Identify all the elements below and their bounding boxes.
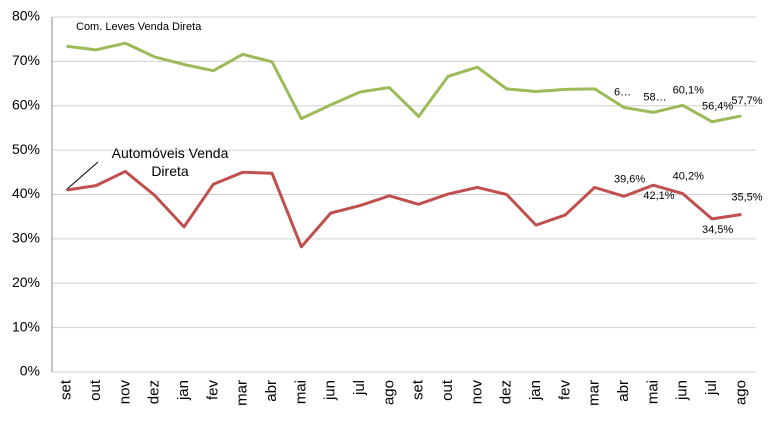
series-label: Automóveis Venda Direta [111, 145, 229, 179]
x-tick-label: dez [146, 380, 163, 404]
y-tick-label: 50% [12, 141, 40, 157]
x-tick-label: abr [263, 380, 280, 402]
x-tick-label: out [439, 379, 456, 401]
y-tick-label: 10% [12, 318, 40, 334]
x-tick-label: ago [732, 380, 749, 405]
y-tick-label: 20% [12, 274, 40, 290]
x-tick-label: dez [498, 380, 515, 404]
x-tick-label: nov [468, 380, 485, 405]
y-tick-label: 40% [12, 185, 40, 201]
value-label: 6… [614, 87, 631, 99]
annotation-leader [65, 161, 99, 191]
x-tick-label: abr [615, 380, 632, 402]
x-tick-label: mai [292, 380, 309, 404]
x-tick-label: fev [204, 380, 221, 401]
value-label: 40,2% [673, 171, 704, 183]
value-label: 39,6% [614, 173, 645, 185]
series-label-box: Automóveis Venda Direta [111, 145, 229, 179]
x-tick-label: jul [351, 380, 368, 396]
value-label: 60,1% [673, 84, 704, 96]
value-label: 35,5% [731, 191, 762, 203]
y-tick-label: 60% [12, 96, 40, 112]
series-label: Com. Leves Venda Direta [76, 21, 202, 33]
y-tick-label: 0% [20, 363, 40, 379]
value-label: 56,4% [702, 101, 733, 113]
series-line [66, 41, 742, 124]
x-tick-label: mai [644, 380, 661, 404]
x-tick-label: ago [380, 380, 397, 405]
x-tick-label: jan [175, 380, 192, 401]
value-label: 58… [643, 91, 666, 103]
x-tick-label: jun [674, 380, 691, 401]
value-label: 42,1% [643, 190, 674, 202]
x-tick-label: out [87, 379, 104, 401]
value-label: 57,7% [731, 95, 762, 107]
x-tick-label: jun [322, 380, 339, 401]
value-label: 34,5% [702, 224, 733, 236]
x-tick-label: nov [116, 380, 133, 405]
y-tick-label: 30% [12, 230, 40, 246]
y-tick-label: 80% [12, 8, 40, 24]
y-tick-label: 70% [12, 52, 40, 68]
x-tick-label: set [410, 379, 427, 400]
x-tick-label: jan [527, 380, 544, 401]
series-line [66, 169, 742, 249]
x-tick-label: mar [586, 380, 603, 406]
x-tick-label: set [58, 379, 75, 400]
x-tick-label: mar [234, 380, 251, 406]
x-tick-label: jul [703, 380, 720, 396]
x-tick-label: fev [556, 380, 573, 401]
